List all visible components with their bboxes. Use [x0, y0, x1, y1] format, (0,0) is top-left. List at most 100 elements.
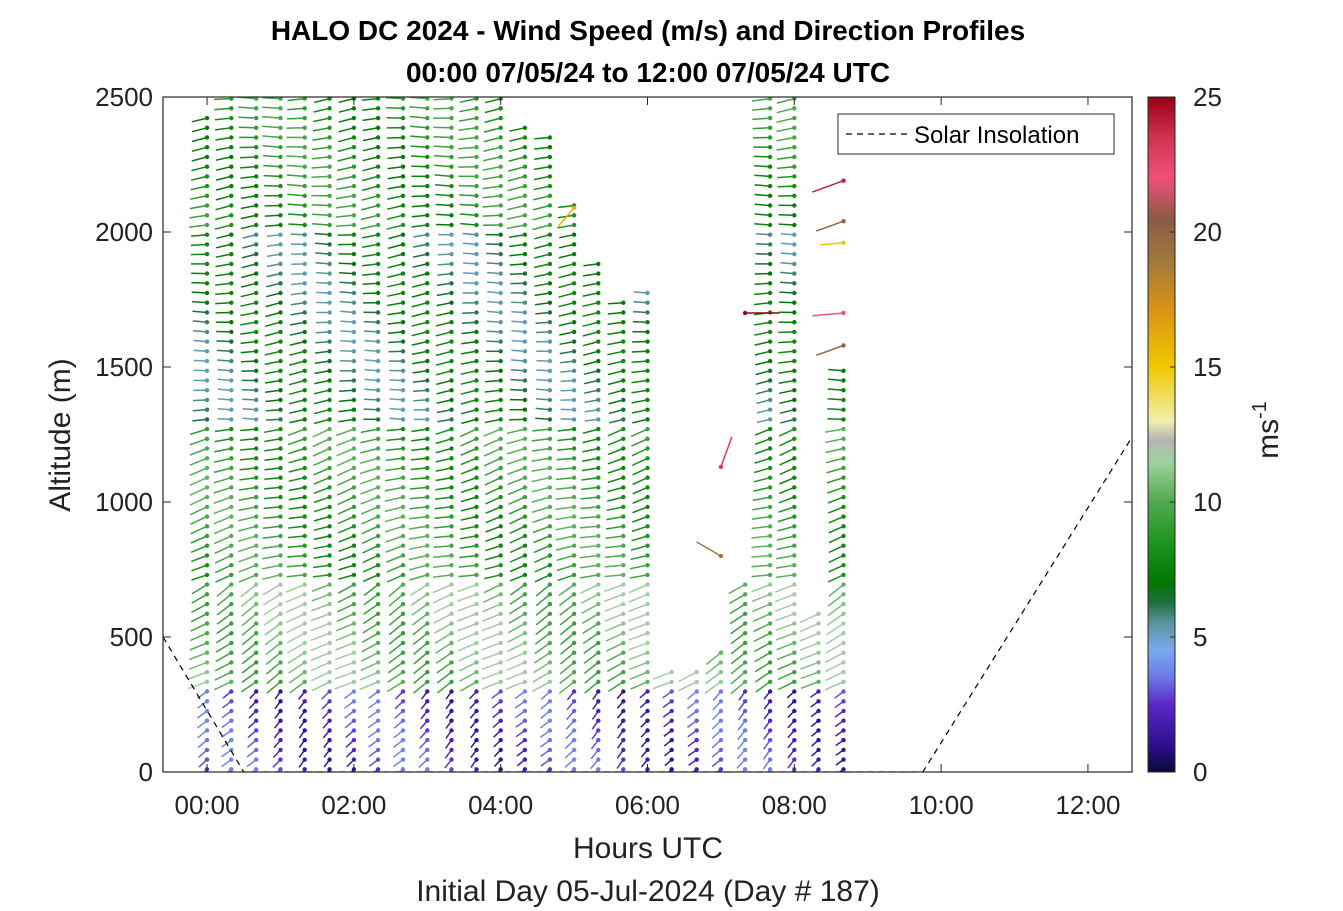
wind-barb [409, 574, 428, 581]
wind-barb [190, 525, 208, 535]
wind-barb-head [375, 436, 381, 441]
wind-barb [387, 272, 404, 279]
wind-barb-head [792, 174, 797, 179]
wind-barb-head [596, 689, 601, 694]
wind-barb-head [425, 669, 430, 675]
wind-barb-head [327, 631, 332, 636]
wind-barb [776, 107, 795, 114]
wind-barb [535, 603, 551, 616]
wind-barb [215, 301, 232, 305]
wind-barb-head [621, 417, 626, 422]
wind-barb [340, 350, 354, 353]
wind-barb-head [327, 183, 332, 189]
wind-barb-head [645, 339, 650, 344]
wind-barb [387, 185, 404, 190]
wind-barb-head [375, 446, 381, 451]
wind-barb [240, 360, 257, 363]
wind-barb-head [522, 125, 528, 130]
wind-barb [409, 125, 428, 129]
wind-barb [334, 651, 355, 661]
wind-barb [776, 146, 795, 151]
wind-barb-head [596, 339, 601, 344]
wind-barb-head [204, 281, 210, 286]
wind-barb-head [351, 728, 357, 733]
wind-barb [362, 165, 379, 172]
wind-barb-head [792, 718, 797, 723]
wind-barb-head [571, 339, 577, 344]
wind-barb [315, 331, 330, 334]
wind-barb-head [351, 261, 357, 267]
wind-barb-head [375, 232, 381, 237]
wind-barb [533, 165, 551, 171]
wind-barb-head [425, 514, 430, 519]
wind-barb-head [498, 718, 503, 723]
wind-barb-head [767, 446, 773, 451]
wind-barb-head [425, 563, 430, 568]
wind-barb-head [547, 368, 553, 373]
wind-barb-head [498, 310, 503, 315]
wind-barb [288, 496, 305, 501]
wind-barb [190, 253, 208, 256]
wind-barb-head [204, 261, 210, 267]
wind-barb [240, 447, 257, 451]
wind-barb [777, 661, 795, 671]
wind-barb [241, 263, 257, 269]
wind-barb [215, 146, 232, 151]
wind-barb [483, 457, 502, 467]
wind-barb [215, 642, 232, 653]
wind-barb [633, 291, 648, 294]
wind-barb [193, 349, 208, 353]
wind-barb-head [841, 767, 846, 772]
wind-barb-head [571, 271, 577, 276]
wind-barb [532, 214, 551, 221]
wind-barb-head [596, 349, 601, 354]
wind-barb-head [474, 689, 479, 694]
wind-barb [313, 477, 330, 485]
wind-barb-head [425, 592, 430, 597]
wind-barb-head [792, 417, 797, 422]
wind-barb-head [596, 563, 601, 568]
wind-barb-head [375, 494, 381, 500]
wind-barb [508, 165, 526, 172]
wind-barb [559, 622, 575, 636]
wind-barb-head [694, 767, 699, 772]
wind-barb-head [621, 524, 626, 529]
wind-barb-head [254, 261, 259, 267]
wind-barb-head [474, 679, 479, 684]
wind-barb [533, 661, 551, 674]
wind-barb [412, 622, 428, 636]
wind-barb-head [571, 572, 577, 578]
wind-barb-head [596, 485, 601, 490]
wind-barb [312, 146, 330, 151]
wind-barb-head [547, 154, 553, 160]
wind-barb-head [278, 281, 283, 286]
colorbar-label-exponent: -1 [1249, 401, 1271, 419]
wind-barb-head [327, 222, 332, 228]
wind-barb-head [474, 436, 479, 441]
colorbar-tick-label: 20 [1193, 217, 1222, 247]
wind-barb-head [425, 621, 430, 626]
wind-barb-head [278, 183, 283, 189]
wind-barb-head [351, 349, 357, 354]
wind-barb [754, 447, 771, 455]
wind-barb [482, 165, 501, 171]
wind-barb-head [767, 465, 773, 471]
wind-barb [433, 135, 452, 139]
wind-barb-head [204, 582, 210, 587]
wind-barb-head [792, 125, 797, 130]
wind-barb-head [375, 699, 381, 704]
wind-barb-head [767, 203, 773, 208]
wind-barb-head [522, 475, 528, 480]
wind-barb-head [375, 251, 381, 257]
wind-barb [264, 476, 281, 480]
wind-barb [338, 525, 355, 534]
wind-barb [558, 321, 575, 327]
wind-barb [533, 535, 551, 544]
wind-barb-head [327, 679, 332, 684]
wind-barb [311, 165, 330, 169]
wind-barb [437, 263, 452, 266]
wind-barb-head [254, 446, 259, 451]
wind-barb [556, 467, 575, 471]
wind-barb-head [351, 300, 357, 305]
wind-barb-head [767, 329, 773, 335]
